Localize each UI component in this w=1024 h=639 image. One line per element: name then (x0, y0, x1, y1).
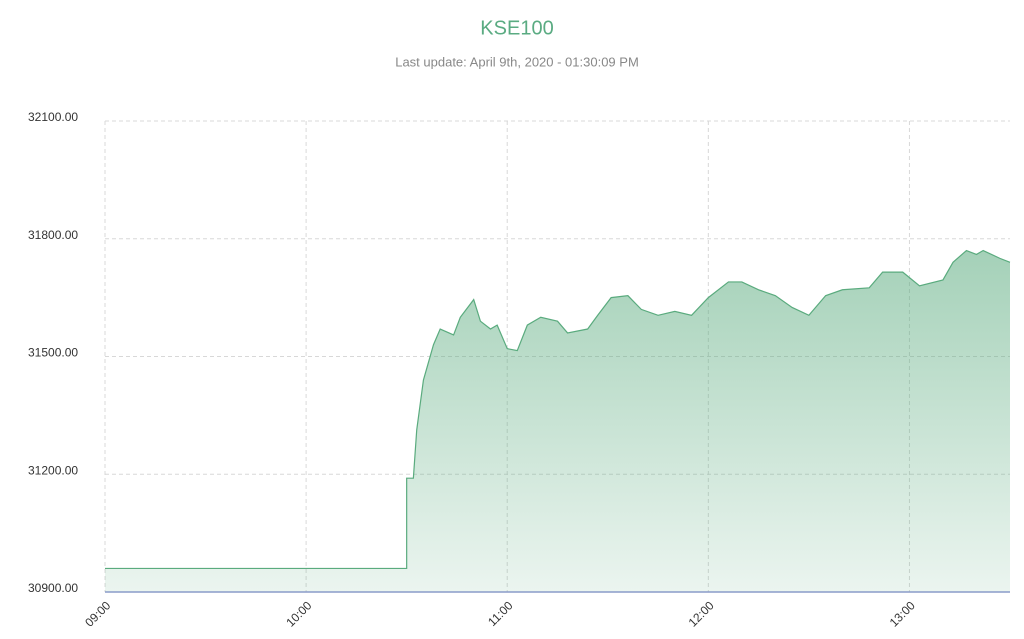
x-tick-label: 11:00 (485, 598, 516, 629)
y-tick-label: 31800.00 (28, 228, 78, 242)
x-tick-label: 13:00 (887, 598, 918, 629)
area (105, 250, 1010, 592)
x-tick-label: 10:00 (283, 598, 314, 629)
y-tick-label: 31500.00 (28, 346, 78, 360)
x-tick-label: 12:00 (686, 598, 717, 629)
line (105, 249, 1011, 570)
y-tick-label: 32100.00 (28, 110, 78, 124)
chart-subtitle: Last update: April 9th, 2020 - 01:30:09 … (395, 54, 639, 69)
chart-title: KSE100 (480, 17, 553, 39)
y-tick-label: 30900.00 (28, 581, 78, 595)
y-tick-label: 31200.00 (28, 463, 78, 477)
x-tick-label: 09:00 (82, 598, 113, 629)
